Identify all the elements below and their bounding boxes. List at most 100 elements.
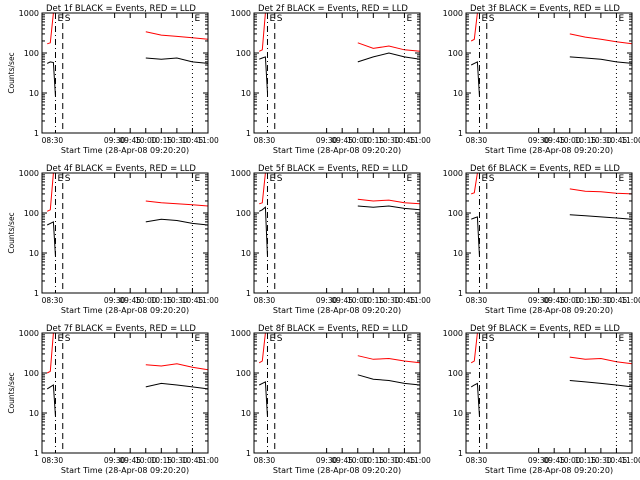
x-tick-label: 10:00: [559, 296, 581, 305]
marker-label: E: [618, 174, 624, 184]
y-tick-label: 10: [453, 89, 463, 98]
marker-label: S: [277, 14, 283, 24]
x-axis-label: Start Time (28-Apr-08 09:20:20): [485, 306, 613, 315]
x-tick-label: 09:45: [331, 136, 353, 145]
y-tick-label: 10: [29, 89, 39, 98]
marker-label: E: [57, 174, 63, 184]
marker-label: E: [406, 334, 412, 344]
plot-frame: [465, 172, 633, 294]
x-tick-label: 09:45: [543, 136, 565, 145]
x-tick-label: 11:00: [621, 136, 640, 145]
series-events-line: [470, 56, 633, 97]
x-tick-label: 09:30: [528, 296, 550, 305]
y-tick-label: 1: [246, 289, 251, 298]
x-tick-label: 10:45: [182, 296, 204, 305]
x-tick-label: 09:45: [543, 456, 565, 465]
x-tick-label: 10:15: [151, 456, 173, 465]
y-tick-label: 10: [29, 409, 39, 418]
x-tick-label: 10:30: [590, 456, 612, 465]
x-tick-label: 09:45: [331, 456, 353, 465]
plot-frame: [41, 172, 209, 294]
series-lld-line: [470, 332, 633, 365]
marker-label: E: [269, 174, 275, 184]
y-tick-label: 100: [236, 49, 251, 58]
x-tick-label: 11:00: [621, 456, 640, 465]
x-tick-label: 10:30: [166, 136, 188, 145]
x-tick-label: 11:00: [409, 296, 431, 305]
x-tick-label: 09:45: [119, 136, 141, 145]
x-axis-label: Start Time (28-Apr-08 09:20:20): [273, 146, 401, 155]
plot-frame: [253, 172, 421, 294]
marker-label: S: [65, 334, 71, 344]
series-events-line: [471, 214, 633, 257]
x-tick-label: 08:30: [254, 296, 276, 305]
marker-label: E: [481, 334, 487, 344]
marker-label: S: [65, 14, 71, 24]
series-events-line: [258, 374, 421, 417]
x-tick-label: 11:00: [621, 296, 640, 305]
y-tick-label: 10: [453, 249, 463, 258]
x-tick-label: 09:30: [316, 136, 338, 145]
marker-label: S: [65, 174, 71, 184]
panel-title: Det 1f BLACK = Events, RED = LLD: [46, 4, 196, 14]
marker-label: E: [269, 14, 275, 24]
y-tick-label: 1: [458, 449, 463, 458]
x-tick-label: 10:45: [606, 456, 628, 465]
x-axis-label: Start Time (28-Apr-08 09:20:20): [273, 466, 401, 475]
x-tick-label: 10:45: [394, 296, 416, 305]
y-tick-label: 1: [246, 129, 251, 138]
series-events-line: [46, 218, 209, 257]
x-tick-label: 09:30: [528, 456, 550, 465]
series-lld-line: [258, 12, 421, 52]
x-tick-label: 11:00: [197, 296, 219, 305]
plot-frame: [41, 332, 209, 454]
marker-label: E: [481, 174, 487, 184]
y-tick-label: 1000: [231, 169, 251, 178]
x-tick-label: 08:30: [42, 456, 64, 465]
x-tick-label: 10:45: [606, 296, 628, 305]
x-tick-label: 10:00: [559, 456, 581, 465]
y-tick-label: 1: [34, 289, 39, 298]
marker-label: E: [57, 14, 63, 24]
y-tick-label: 1000: [19, 329, 39, 338]
x-tick-label: 10:00: [347, 136, 369, 145]
series-lld-line: [471, 172, 633, 195]
x-tick-label: 10:15: [575, 456, 597, 465]
x-tick-label: 08:30: [42, 136, 64, 145]
y-tick-label: 100: [236, 369, 251, 378]
marker-label: E: [194, 174, 200, 184]
y-tick-label: 1000: [19, 169, 39, 178]
y-tick-label: 10: [241, 409, 251, 418]
x-tick-label: 09:30: [104, 296, 126, 305]
x-tick-label: 10:30: [166, 456, 188, 465]
x-tick-label: 09:30: [104, 136, 126, 145]
x-axis-label: Start Time (28-Apr-08 09:20:20): [61, 146, 189, 155]
y-tick-label: 100: [24, 49, 39, 58]
y-tick-label: 10: [29, 249, 39, 258]
marker-label: S: [489, 14, 495, 24]
marker-label: E: [406, 14, 412, 24]
y-tick-label: 100: [448, 369, 463, 378]
y-axis-label: Counts/sec: [7, 52, 16, 93]
x-axis-label: Start Time (28-Apr-08 09:20:20): [61, 306, 189, 315]
y-tick-label: 10: [453, 409, 463, 418]
y-axis-label: Counts/sec: [7, 212, 16, 253]
plot-frame: [253, 332, 421, 454]
x-tick-label: 09:45: [543, 296, 565, 305]
x-tick-label: 10:15: [151, 296, 173, 305]
x-axis-label: Start Time (28-Apr-08 09:20:20): [273, 306, 401, 315]
x-tick-label: 10:15: [575, 296, 597, 305]
x-tick-label: 10:00: [347, 456, 369, 465]
series-lld-line: [258, 332, 421, 364]
marker-label: E: [269, 334, 275, 344]
x-tick-label: 11:00: [197, 456, 219, 465]
x-tick-label: 10:00: [135, 296, 157, 305]
x-axis-label: Start Time (28-Apr-08 09:20:20): [61, 466, 189, 475]
